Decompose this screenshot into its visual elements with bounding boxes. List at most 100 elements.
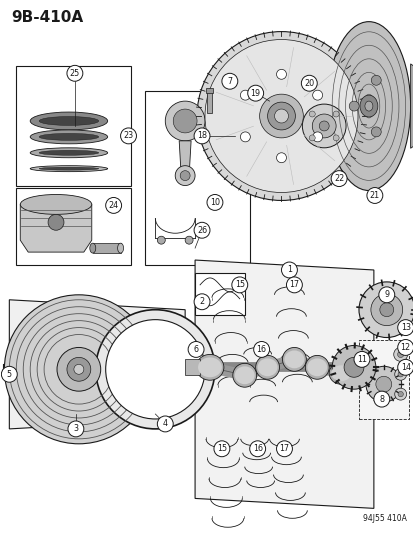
Ellipse shape bbox=[39, 117, 98, 125]
Circle shape bbox=[249, 441, 265, 457]
Circle shape bbox=[276, 69, 286, 79]
Bar bbox=[206, 91, 211, 113]
Text: 9B-410A: 9B-410A bbox=[11, 10, 83, 25]
Circle shape bbox=[221, 74, 237, 89]
Circle shape bbox=[370, 294, 402, 326]
Circle shape bbox=[276, 441, 292, 457]
Ellipse shape bbox=[257, 358, 277, 376]
Ellipse shape bbox=[364, 101, 372, 111]
Circle shape bbox=[378, 287, 394, 303]
Text: 17: 17 bbox=[279, 445, 289, 453]
Text: 16: 16 bbox=[252, 445, 262, 453]
Text: 18: 18 bbox=[197, 131, 206, 140]
Circle shape bbox=[365, 366, 401, 402]
Circle shape bbox=[311, 114, 335, 138]
Polygon shape bbox=[9, 300, 185, 429]
Text: 13: 13 bbox=[400, 323, 410, 332]
Circle shape bbox=[188, 342, 204, 358]
Ellipse shape bbox=[39, 150, 98, 155]
Text: 15: 15 bbox=[234, 280, 244, 289]
Circle shape bbox=[276, 153, 286, 163]
Circle shape bbox=[175, 166, 195, 185]
Polygon shape bbox=[20, 205, 92, 252]
Text: 6: 6 bbox=[193, 345, 198, 354]
Ellipse shape bbox=[30, 112, 107, 130]
Circle shape bbox=[286, 277, 301, 293]
Bar bbox=[185, 359, 199, 375]
Circle shape bbox=[397, 372, 402, 377]
Circle shape bbox=[373, 391, 389, 407]
Text: 3: 3 bbox=[73, 424, 78, 433]
Circle shape bbox=[358, 282, 413, 337]
Circle shape bbox=[331, 345, 375, 389]
Circle shape bbox=[397, 320, 413, 336]
Circle shape bbox=[397, 391, 402, 397]
Text: 11: 11 bbox=[356, 355, 366, 364]
Circle shape bbox=[394, 388, 406, 400]
Text: 2: 2 bbox=[199, 297, 204, 306]
Circle shape bbox=[274, 109, 288, 123]
Circle shape bbox=[180, 171, 190, 181]
Circle shape bbox=[67, 358, 90, 381]
Circle shape bbox=[394, 368, 406, 380]
Ellipse shape bbox=[39, 133, 98, 140]
Text: 12: 12 bbox=[400, 343, 410, 352]
Polygon shape bbox=[358, 340, 408, 419]
Text: 20: 20 bbox=[304, 79, 313, 88]
Circle shape bbox=[204, 39, 357, 192]
Text: 4: 4 bbox=[162, 419, 167, 429]
Ellipse shape bbox=[39, 167, 98, 170]
Ellipse shape bbox=[30, 166, 107, 172]
Circle shape bbox=[68, 421, 83, 437]
Text: 25: 25 bbox=[70, 69, 80, 78]
Text: 1: 1 bbox=[286, 265, 291, 274]
Circle shape bbox=[349, 101, 358, 111]
Ellipse shape bbox=[30, 130, 107, 144]
Text: 17: 17 bbox=[289, 280, 299, 289]
Circle shape bbox=[173, 109, 197, 133]
Ellipse shape bbox=[305, 356, 328, 379]
Circle shape bbox=[105, 197, 121, 213]
Ellipse shape bbox=[232, 364, 256, 387]
Circle shape bbox=[397, 340, 413, 356]
Circle shape bbox=[240, 132, 250, 142]
Ellipse shape bbox=[330, 365, 350, 381]
Circle shape bbox=[157, 236, 165, 244]
Ellipse shape bbox=[196, 354, 223, 380]
Ellipse shape bbox=[328, 362, 352, 384]
Circle shape bbox=[1, 366, 17, 382]
Text: 26: 26 bbox=[197, 226, 206, 235]
Ellipse shape bbox=[90, 243, 95, 253]
Circle shape bbox=[157, 416, 173, 432]
Ellipse shape bbox=[359, 95, 377, 117]
Ellipse shape bbox=[282, 348, 306, 372]
Text: 21: 21 bbox=[369, 191, 379, 200]
Circle shape bbox=[240, 90, 250, 100]
Bar bbox=[16, 188, 130, 265]
Text: 10: 10 bbox=[209, 198, 219, 207]
Circle shape bbox=[366, 188, 382, 204]
Circle shape bbox=[312, 132, 322, 142]
Circle shape bbox=[370, 75, 380, 85]
Circle shape bbox=[105, 320, 204, 419]
Circle shape bbox=[267, 102, 295, 130]
Circle shape bbox=[379, 303, 393, 317]
Circle shape bbox=[197, 31, 365, 200]
Text: 8: 8 bbox=[378, 394, 383, 403]
Circle shape bbox=[74, 365, 83, 374]
Circle shape bbox=[332, 111, 338, 117]
Ellipse shape bbox=[197, 358, 221, 377]
Text: 15: 15 bbox=[216, 445, 226, 453]
Circle shape bbox=[309, 135, 314, 141]
Circle shape bbox=[281, 262, 297, 278]
Circle shape bbox=[318, 121, 328, 131]
Circle shape bbox=[396, 351, 403, 358]
Circle shape bbox=[312, 90, 322, 100]
Circle shape bbox=[5, 295, 153, 444]
Ellipse shape bbox=[284, 350, 304, 368]
Text: 23: 23 bbox=[123, 131, 133, 140]
Bar bbox=[145, 91, 249, 265]
Text: 22: 22 bbox=[333, 174, 343, 183]
Bar bbox=[93, 243, 120, 253]
Ellipse shape bbox=[306, 358, 326, 376]
